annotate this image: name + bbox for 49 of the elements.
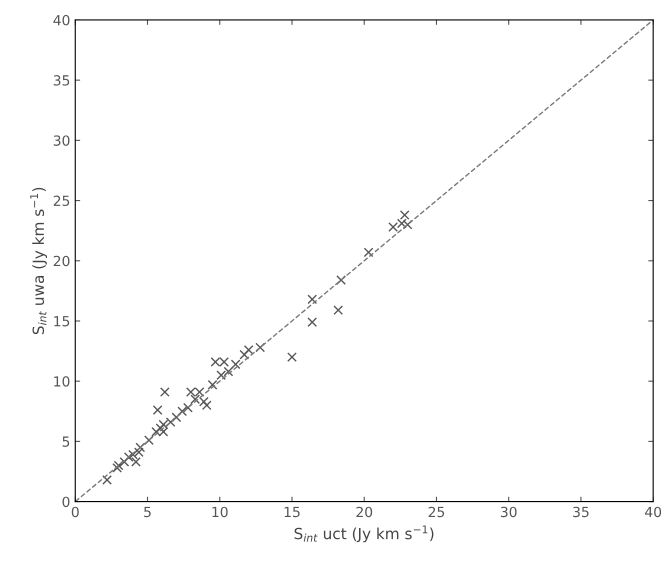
- point: [112, 463, 122, 473]
- y-tick-label: 15: [54, 316, 70, 326]
- y-tick-label: 10: [54, 376, 70, 387]
- y-tick-label: 0: [62, 496, 70, 508]
- point: [364, 247, 374, 258]
- y-tick-label: 35: [54, 75, 70, 86]
- x-tick-label: 20: [356, 506, 372, 518]
- point: [134, 447, 144, 458]
- point: [114, 460, 124, 470]
- x-tick-label: 25: [428, 506, 444, 518]
- point: [255, 342, 266, 352]
- point: [128, 450, 138, 460]
- y-tick-label: 40: [53, 14, 70, 26]
- y-axis-title: S$_{int}$ uwa (Jy km s$^{−1}$): [30, 188, 48, 334]
- x-axis-title: S$_{int}$ uct (Jy km s$^{−1}$): [294, 525, 434, 542]
- point: [388, 222, 398, 232]
- point: [124, 452, 134, 462]
- point: [216, 370, 226, 380]
- point: [144, 435, 154, 446]
- point: [208, 380, 218, 390]
- x-tick-label: 30: [500, 506, 517, 518]
- point: [183, 402, 193, 413]
- x-tick-label: 15: [284, 506, 300, 518]
- point: [333, 305, 344, 316]
- point: [230, 359, 240, 370]
- point: [307, 317, 318, 328]
- x-tick-label: 5: [144, 506, 151, 518]
- point: [336, 275, 346, 285]
- point: [239, 350, 250, 360]
- point: [160, 387, 170, 397]
- y-tick-label: 25: [54, 196, 70, 206]
- point: [244, 345, 254, 355]
- y-tick-label: 20: [54, 256, 70, 266]
- point: [307, 294, 318, 304]
- x-tick-label: 10: [212, 506, 228, 518]
- point: [400, 210, 410, 220]
- point: [102, 475, 112, 485]
- point: [202, 400, 212, 410]
- point: [152, 405, 162, 415]
- point: [177, 406, 188, 416]
- x-tick-label: 35: [573, 506, 589, 518]
- y-tick-label: 5: [62, 436, 70, 447]
- point: [135, 442, 146, 452]
- point: [224, 366, 234, 376]
- x-tick-label: 0: [72, 506, 79, 518]
- point: [172, 412, 182, 422]
- y-tick-label: 30: [54, 135, 70, 146]
- point: [287, 352, 297, 362]
- x-tick-label: 40: [645, 506, 662, 518]
